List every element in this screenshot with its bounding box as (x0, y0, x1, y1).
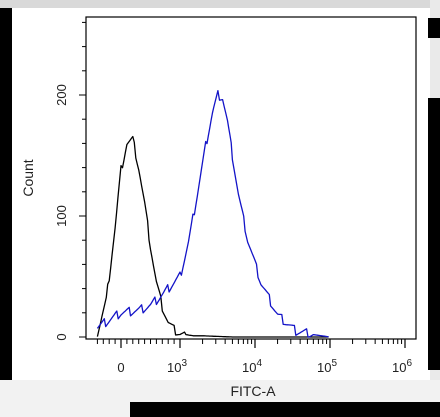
series-layer (96, 89, 329, 338)
x-tick-label: 106 (392, 358, 412, 375)
y-axis: 0 100 200 (54, 21, 86, 341)
x-tick-label: 103 (167, 358, 187, 375)
x-tick-label: 104 (242, 358, 262, 375)
histogram-series-2 (96, 89, 329, 338)
histogram-series-1 (96, 135, 329, 338)
x-tick-base: 0 (117, 360, 124, 375)
x-tick-base: 10 (242, 360, 256, 375)
x-tick-exponent: 6 (406, 358, 412, 369)
x-axis-title: FITC-A (230, 383, 276, 399)
x-tick-base: 10 (317, 360, 331, 375)
y-tick-label: 200 (54, 84, 69, 106)
top-frame-strip (0, 0, 440, 8)
right-dark-tab-top (428, 18, 440, 38)
plot-frame (85, 16, 417, 340)
x-tick-exponent: 5 (331, 358, 337, 369)
x-tick-exponent: 3 (181, 358, 187, 369)
x-tick-exponent: 4 (256, 358, 262, 369)
x-tick-base: 10 (392, 360, 406, 375)
right-dark-tab (428, 98, 440, 370)
x-axis: 0 103 104 105 106 (96, 339, 412, 375)
left-dark-edge (0, 8, 12, 380)
x-tick-label: 0 (117, 360, 124, 375)
y-tick-label: 100 (54, 205, 69, 227)
x-tick-base: 10 (167, 360, 181, 375)
x-tick-label: 105 (317, 358, 337, 375)
bottom-dark-bar (130, 402, 440, 417)
y-axis-title: Count (20, 159, 36, 196)
y-tick-label: 0 (54, 333, 69, 340)
